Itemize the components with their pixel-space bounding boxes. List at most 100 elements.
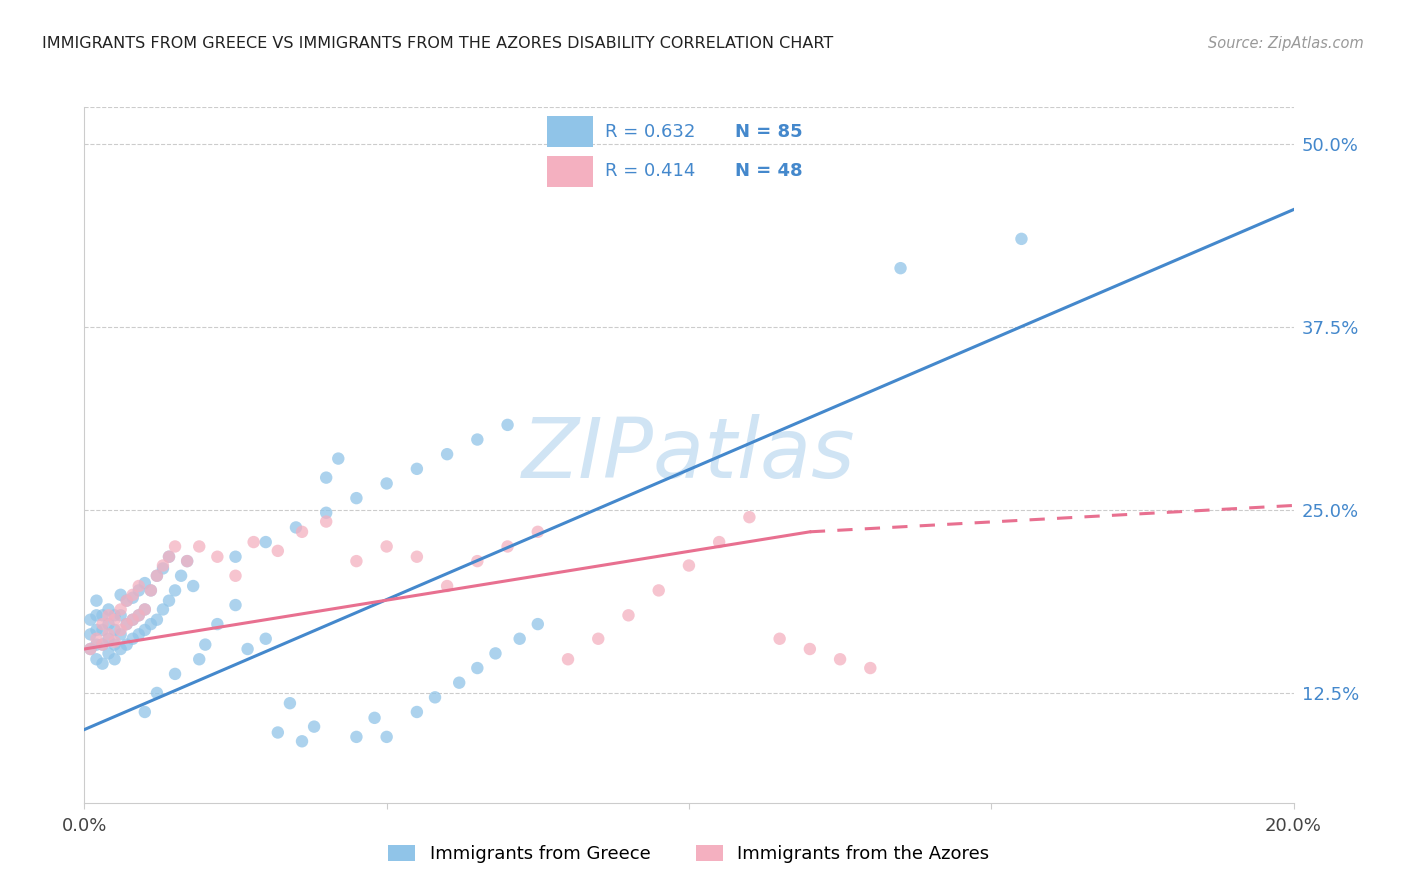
Text: N = 48: N = 48 <box>735 162 803 180</box>
Point <box>115 617 138 632</box>
Point <box>194 638 217 652</box>
Point <box>406 462 429 476</box>
Point <box>291 524 314 539</box>
Point <box>97 617 120 632</box>
Point <box>152 561 174 575</box>
Point <box>146 613 169 627</box>
Text: IMMIGRANTS FROM GREECE VS IMMIGRANTS FROM THE AZORES DISABILITY CORRELATION CHAR: IMMIGRANTS FROM GREECE VS IMMIGRANTS FRO… <box>42 36 834 51</box>
Point <box>97 627 120 641</box>
Point <box>315 506 337 520</box>
Point <box>291 734 314 748</box>
Point <box>328 451 350 466</box>
Point <box>315 515 337 529</box>
Point <box>91 608 114 623</box>
Point <box>527 524 550 539</box>
Point <box>315 470 337 484</box>
Point <box>139 583 162 598</box>
Point <box>134 623 156 637</box>
Point <box>799 642 821 657</box>
Text: R = 0.632: R = 0.632 <box>606 123 696 141</box>
Text: ZIPatlas: ZIPatlas <box>522 415 856 495</box>
Point <box>139 583 162 598</box>
Point <box>302 720 325 734</box>
Text: N = 85: N = 85 <box>735 123 803 141</box>
Point <box>110 642 132 657</box>
Point <box>157 549 180 564</box>
Bar <box>547 156 593 187</box>
Point <box>79 613 101 627</box>
Point <box>242 535 264 549</box>
Point <box>115 617 138 632</box>
Point <box>86 593 108 607</box>
Point <box>121 591 143 605</box>
Point <box>1011 232 1033 246</box>
Point <box>207 617 229 632</box>
Point <box>254 535 277 549</box>
Point <box>769 632 792 646</box>
Point <box>830 652 852 666</box>
Point <box>165 540 187 554</box>
Point <box>236 642 259 657</box>
Point <box>146 686 169 700</box>
Point <box>176 554 198 568</box>
Point <box>128 579 150 593</box>
Point <box>115 593 138 607</box>
Point <box>110 608 132 623</box>
Point <box>139 617 162 632</box>
Point <box>86 652 108 666</box>
Point <box>859 661 882 675</box>
Point <box>157 549 180 564</box>
Point <box>97 602 120 616</box>
Point <box>467 661 489 675</box>
Point <box>254 632 277 646</box>
Point <box>890 261 912 276</box>
Point <box>121 588 143 602</box>
Point <box>79 642 101 657</box>
Point <box>91 657 114 671</box>
Point <box>86 632 108 646</box>
Point <box>484 647 506 661</box>
Point <box>188 540 211 554</box>
Point <box>134 705 156 719</box>
Point <box>467 433 489 447</box>
Point <box>207 549 229 564</box>
Point <box>188 652 211 666</box>
Point <box>134 602 156 616</box>
Point <box>588 632 610 646</box>
Point <box>86 623 108 637</box>
Point <box>134 576 156 591</box>
Point <box>678 558 700 573</box>
Point <box>346 554 368 568</box>
Point <box>79 627 101 641</box>
Point <box>91 638 114 652</box>
Point <box>467 554 489 568</box>
Text: Source: ZipAtlas.com: Source: ZipAtlas.com <box>1208 36 1364 51</box>
Point <box>267 544 290 558</box>
Point <box>128 608 150 623</box>
Point <box>104 608 127 623</box>
Point <box>648 583 671 598</box>
Point <box>97 647 120 661</box>
Point <box>375 476 398 491</box>
Point <box>86 638 108 652</box>
Point <box>146 568 169 582</box>
Point <box>738 510 761 524</box>
Point <box>128 627 150 641</box>
Point <box>423 690 446 705</box>
Point <box>110 623 132 637</box>
Point <box>557 652 579 666</box>
Point <box>86 608 108 623</box>
Point <box>449 675 471 690</box>
Point <box>496 417 519 432</box>
Point <box>181 579 204 593</box>
Point <box>496 540 519 554</box>
Point <box>278 696 301 710</box>
Point <box>115 638 138 652</box>
Point <box>110 588 132 602</box>
Point <box>91 623 114 637</box>
Point <box>91 617 114 632</box>
Point <box>79 642 101 657</box>
Point <box>128 608 150 623</box>
Point <box>375 540 398 554</box>
Point <box>509 632 531 646</box>
